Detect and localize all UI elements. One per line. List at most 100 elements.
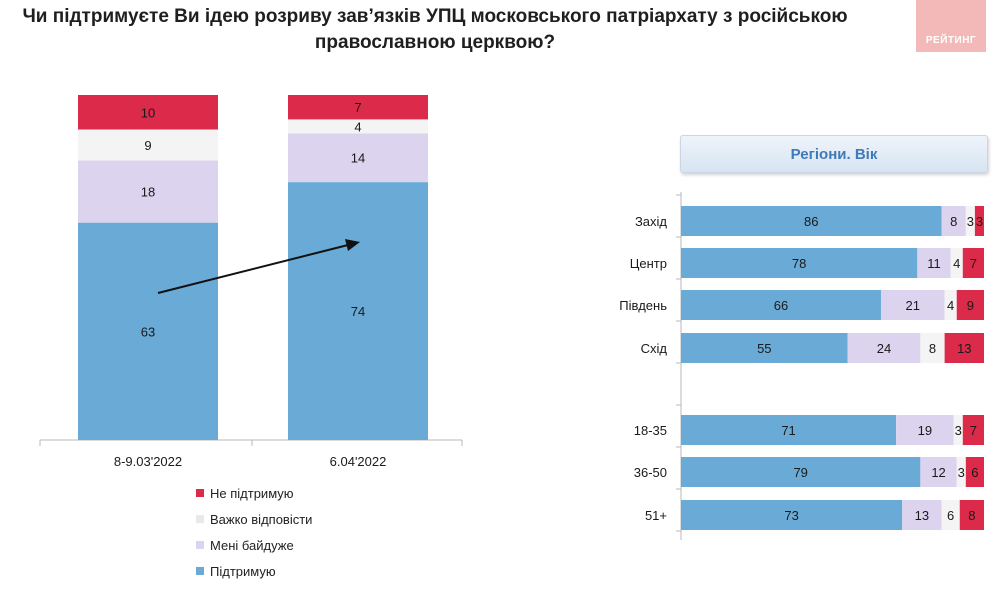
legend-label: Мені байдуже [210, 537, 294, 553]
bar-segment-not_support [974, 206, 984, 236]
bar-value-label: 55 [757, 341, 771, 356]
legend-label: Важко відповісти [210, 511, 313, 527]
bar-segment-not_support [956, 290, 984, 320]
rating-logo: РЕЙТИНГ [916, 0, 986, 52]
bar-value-label: 6 [971, 465, 978, 480]
legend-swatch [196, 541, 204, 549]
bar-segment-hard [956, 457, 966, 487]
bar-value-label: 78 [792, 256, 806, 271]
y-category-label: Захід [635, 214, 667, 229]
bar-segment-indifferent [941, 206, 966, 236]
bar-value-label: 3 [958, 465, 965, 480]
bar-value-label: 9 [967, 298, 974, 313]
legend-item-not-support: Не підтримую [196, 480, 312, 506]
bar-value-label: 8 [968, 508, 975, 523]
bar-segment-hard [965, 206, 975, 236]
bar-segment-hard [944, 290, 957, 320]
bar-segment-support [681, 457, 921, 487]
bar-value-label: 10 [141, 105, 155, 120]
bar-segment-support [681, 333, 848, 363]
x-tick-label: 6.04'2022 [330, 454, 387, 469]
bar-value-label: 21 [906, 298, 920, 313]
rating-logo-text: РЕЙТИНГ [925, 35, 977, 46]
chart-title-line-1: Чи підтримуєте Ви ідею розриву зав’язків… [22, 6, 848, 27]
bar-value-label: 7 [970, 423, 977, 438]
trend-arrow-line [157, 244, 349, 294]
y-category-label: 51+ [645, 508, 667, 523]
bar-value-label: 6 [947, 508, 954, 523]
bar-value-label: 74 [351, 304, 365, 319]
y-category-label: Центр [630, 256, 667, 271]
legend-label: Підтримую [210, 563, 276, 579]
legend-swatch [196, 567, 204, 575]
bar-value-label: 8 [950, 214, 957, 229]
bar-segment-support [681, 415, 897, 445]
bar-segment-indifferent [847, 333, 921, 363]
region-age-header: Регіони. Вік [680, 135, 988, 173]
bar-value-label: 11 [927, 256, 941, 271]
legend: Не підтримую Важко відповісти Мені байдуже… [196, 480, 312, 584]
bar-value-label: 3 [955, 423, 962, 438]
bar-value-label: 73 [784, 508, 798, 523]
bar-segment-hard [950, 248, 963, 278]
bar-segment-indifferent [920, 457, 957, 487]
bar-value-label: 24 [877, 341, 891, 356]
bar-segment-indifferent [917, 248, 951, 278]
bar-value-label: 4 [354, 119, 361, 134]
bar-segment-not_support [965, 457, 984, 487]
bar-value-label: 13 [915, 508, 929, 523]
bar-segment-not_support [962, 415, 984, 445]
y-category-label: 18-35 [634, 423, 667, 438]
bar-segment-not_support [78, 95, 218, 130]
legend-item-support: Підтримую [196, 558, 312, 584]
bar-value-label: 79 [793, 465, 807, 480]
x-tick-label: 8-9.03'2022 [114, 454, 182, 469]
y-category-label: Південь [619, 298, 667, 313]
bar-value-label: 4 [953, 256, 960, 271]
bar-value-label: 18 [141, 185, 155, 200]
bar-segment-not_support [288, 95, 428, 120]
bar-segment-hard [920, 333, 945, 363]
bar-value-label: 7 [970, 256, 977, 271]
chart-title-line-2: православною церквою? [314, 32, 556, 53]
bar-value-label: 71 [781, 423, 795, 438]
bar-segment-not_support [959, 500, 984, 530]
bar-segment-hard [288, 119, 428, 134]
bar-segment-support [78, 222, 218, 440]
region-age-title: Регіони. Вік [790, 145, 878, 163]
bar-value-label: 7 [354, 100, 361, 115]
bar-segment-indifferent [880, 290, 945, 320]
bar-segment-indifferent [896, 415, 954, 445]
bar-segment-hard [953, 415, 963, 445]
bar-value-label: 66 [774, 298, 788, 313]
bar-value-label: 19 [918, 423, 932, 438]
bar-segment-not_support [944, 333, 984, 363]
y-category-label: Схід [641, 341, 668, 356]
bar-value-label: 3 [976, 214, 983, 229]
trend-arrow-head [345, 239, 360, 251]
bar-segment-indifferent [78, 160, 218, 223]
bar-segment-support [288, 182, 428, 440]
bar-segment-hard [941, 500, 960, 530]
bar-segment-hard [78, 129, 218, 161]
bar-value-label: 12 [931, 465, 945, 480]
bar-value-label: 13 [957, 341, 971, 356]
legend-swatch [196, 489, 204, 497]
legend-label: Не підтримую [210, 485, 294, 501]
bar-segment-indifferent [902, 500, 942, 530]
legend-swatch [196, 515, 204, 523]
bar-segment-support [681, 206, 942, 236]
bar-segment-not_support [962, 248, 984, 278]
bar-value-label: 9 [144, 138, 151, 153]
bar-segment-support [681, 290, 881, 320]
bar-value-label: 63 [141, 324, 155, 339]
bar-value-label: 4 [947, 298, 954, 313]
bar-value-label: 8 [929, 341, 936, 356]
legend-item-indifferent: Мені байдуже [196, 532, 312, 558]
bar-value-label: 3 [967, 214, 974, 229]
bar-segment-support [681, 500, 903, 530]
bar-value-label: 14 [351, 151, 365, 166]
bar-segment-indifferent [288, 133, 428, 183]
